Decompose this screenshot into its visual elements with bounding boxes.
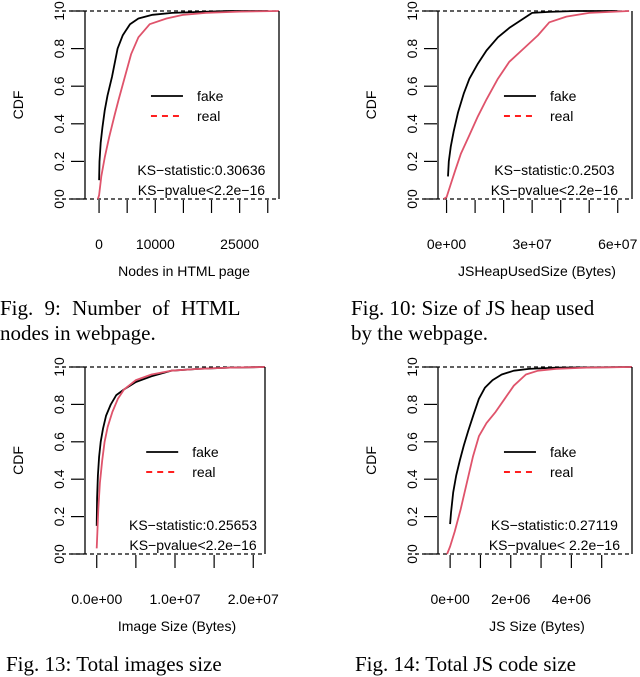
series-real: [97, 10, 280, 200]
legend-real-label: real: [192, 464, 215, 480]
x-tick-label: 6e+07: [598, 236, 638, 252]
series-fake: [449, 366, 633, 525]
legend: fake real: [150, 88, 224, 124]
y-tick-label: 0.6: [51, 76, 67, 96]
caption-fig14-line1: Fig. 14: Total JS code size: [355, 652, 576, 676]
y-tick-label: 0.6: [51, 432, 67, 452]
x-tick-label: 0: [95, 236, 103, 252]
caption-fig13: Fig. 13: Total images size: [6, 652, 316, 677]
legend-real-label: real: [550, 108, 573, 124]
legend: fake real: [503, 88, 577, 124]
legend-fake-label: fake: [550, 88, 577, 104]
y-axis-label: CDF: [363, 446, 379, 475]
chart-fig10: 0.0 0.2 0.4 0.6 0.8 1.0 CDF 0e+00 3e+07 6e+07 JSHe…: [363, 1, 638, 279]
series-real: [446, 366, 633, 555]
y-tick-label: 0.8: [404, 394, 420, 414]
y-tick-label: 0.6: [404, 432, 420, 452]
ks-statistic-annotation: KS−statistic:0.30636: [137, 162, 265, 178]
caption-fig10-line2: by the webpage.: [351, 321, 489, 345]
ks-pvalue-annotation: KS−pvalue<2.2e−16: [491, 182, 618, 198]
y-tick-label: 0.0: [404, 189, 420, 209]
y-tick-label: 0.2: [51, 151, 67, 171]
chart-fig13: 0.0 0.2 0.4 0.6 0.8 1.0 CDF 0.0e+00 1.0e+07 2.0e+…: [10, 357, 279, 634]
ks-statistic-annotation: KS−statistic:0.2503: [494, 162, 614, 178]
legend-fake-label: fake: [192, 444, 219, 460]
x-tick-label: 10000: [136, 236, 175, 252]
ks-pvalue-annotation: KS−pvalue<2.2e−16: [129, 537, 256, 553]
y-tick-label: 0.8: [51, 39, 67, 59]
y-axis-label: CDF: [10, 446, 26, 475]
legend-real-label: real: [550, 464, 573, 480]
y-tick-label: 0.4: [404, 469, 420, 489]
y-tick-label: 1.0: [404, 357, 420, 377]
x-tick-label: 25000: [220, 236, 259, 252]
legend-fake-label: fake: [550, 444, 577, 460]
x-axis-label: Image Size (Bytes): [118, 618, 236, 634]
y-axis-label: CDF: [10, 91, 26, 120]
y-tick-label: 0.0: [51, 189, 67, 209]
ks-pvalue-annotation: KS−pvalue< 2.2e−16: [489, 537, 620, 553]
series-real: [95, 366, 266, 549]
caption-fig10-line1: Fig. 10: Size of JS heap used: [351, 296, 595, 320]
y-tick-label: 1.0: [51, 1, 67, 21]
ks-statistic-annotation: KS−statistic:0.25653: [129, 517, 257, 533]
x-tick-label: 0e+00: [430, 591, 470, 607]
x-tick-label: 2.0e+07: [228, 591, 279, 607]
series-fake: [98, 10, 268, 181]
y-axis-label: CDF: [363, 91, 379, 120]
ks-statistic-annotation: KS−statistic:0.27119: [491, 517, 618, 533]
x-tick-label: 0e+00: [427, 236, 467, 252]
y-tick-label: 0.2: [51, 507, 67, 527]
series-fake: [447, 10, 618, 177]
caption-fig9-line1: Fig. 9: Number of HTML: [0, 296, 241, 320]
y-tick-label: 0.0: [51, 544, 67, 564]
series-real: [443, 10, 630, 200]
legend-fake-label: fake: [197, 88, 224, 104]
caption-fig9: Fig. 9: Number of HTML nodes in webpage.: [0, 296, 300, 346]
chart-fig9: 0.0 0.2 0.4 0.6 0.8 1.0 CDF 0 10000 25000 Nodes in…: [10, 1, 280, 279]
x-tick-label: 2e+06: [491, 591, 531, 607]
y-tick-label: 0.4: [51, 469, 67, 489]
y-tick-label: 0.2: [404, 507, 420, 527]
x-axis-label: Nodes in HTML page: [118, 263, 250, 279]
x-tick-label: 4e+06: [552, 591, 592, 607]
x-tick-label: 3e+07: [512, 236, 552, 252]
caption-fig14: Fig. 14: Total JS code size: [355, 652, 640, 677]
y-tick-label: 0.2: [404, 151, 420, 171]
y-tick-label: 1.0: [404, 1, 420, 21]
y-tick-label: 1.0: [51, 357, 67, 377]
y-tick-label: 0.8: [404, 39, 420, 59]
caption-fig9-line2: nodes in webpage.: [0, 321, 156, 345]
y-tick-label: 0.8: [51, 394, 67, 414]
x-tick-label: 0.0e+00: [71, 591, 122, 607]
y-tick-label: 0.4: [404, 114, 420, 134]
x-tick-label: 1.0e+07: [150, 591, 201, 607]
y-tick-label: 0.6: [404, 76, 420, 96]
series-fake: [95, 366, 266, 526]
chart-fig14: 0.0 0.2 0.4 0.6 0.8 1.0 CDF 0e+00 2e+06 4e+06 JS S…: [363, 357, 633, 634]
legend-real-label: real: [197, 108, 220, 124]
caption-fig13-line1: Fig. 13: Total images size: [6, 652, 222, 676]
y-tick-label: 0.4: [51, 114, 67, 134]
x-axis-label: JS Size (Bytes): [489, 618, 585, 634]
y-tick-label: 0.0: [404, 544, 420, 564]
caption-fig10: Fig. 10: Size of JS heap used by the web…: [351, 296, 640, 346]
x-axis-label: JSHeapUsedSize (Bytes): [458, 263, 616, 279]
ks-pvalue-annotation: KS−pvalue<2.2e−16: [138, 182, 265, 198]
legend: fake real: [503, 444, 577, 480]
legend: fake real: [146, 444, 219, 480]
